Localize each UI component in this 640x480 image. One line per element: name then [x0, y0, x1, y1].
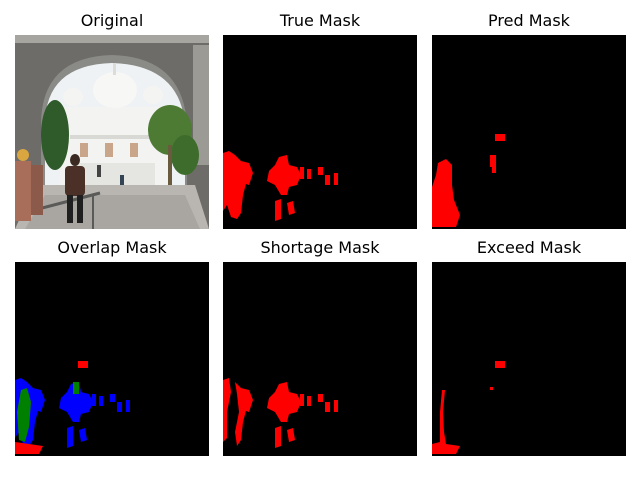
- original-photo: [15, 35, 209, 229]
- panel-title-true-mask: True Mask: [279, 11, 361, 30]
- shortage-mask-image: [223, 378, 338, 448]
- original-image-panel: [15, 35, 209, 229]
- overlap-mask-panel: [15, 262, 209, 456]
- panel-title-shortage-mask: Shortage Mask: [260, 238, 380, 257]
- exceed-mask-panel: [432, 262, 626, 456]
- true-mask-panel: [223, 35, 417, 229]
- pred-mask-image: [432, 134, 505, 227]
- panel-title-overlap-mask: Overlap Mask: [57, 238, 167, 257]
- shortage-mask-panel: [223, 262, 417, 456]
- panel-title-pred-mask: Pred Mask: [488, 11, 570, 30]
- exceed-mask-image: [432, 361, 505, 454]
- true-mask-image: [223, 151, 338, 221]
- overlap-mask-image: [15, 361, 130, 454]
- panel-title-original: Original: [80, 11, 144, 30]
- pred-mask-panel: [432, 35, 626, 229]
- panel-title-exceed-mask: Exceed Mask: [476, 238, 582, 257]
